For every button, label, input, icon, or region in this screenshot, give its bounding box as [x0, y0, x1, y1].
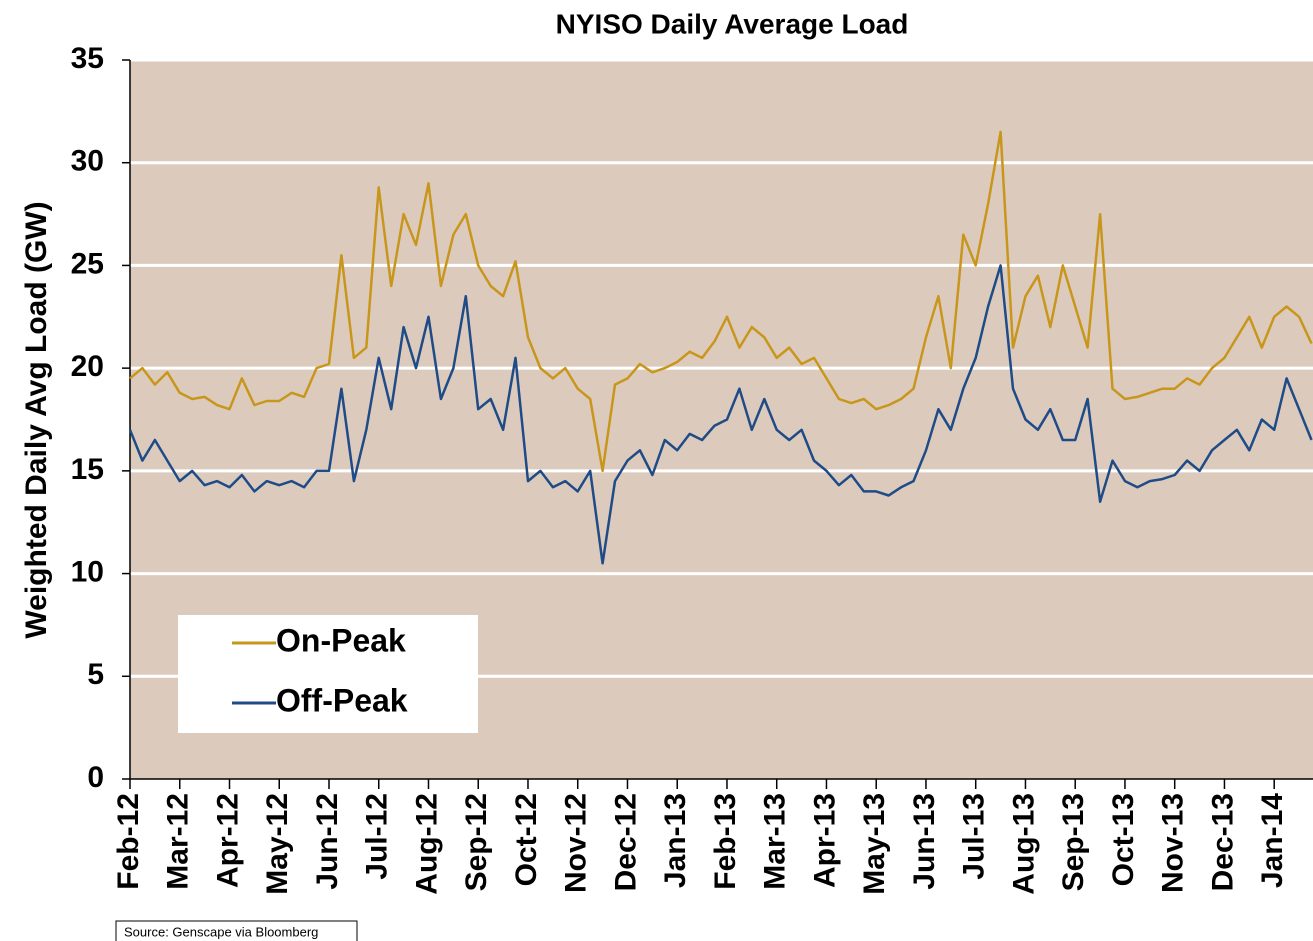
x-tick-label: Jun-13 [908, 793, 941, 890]
y-tick-label: 25 [71, 247, 104, 280]
y-tick-label: 5 [87, 658, 104, 691]
y-tick-label: 35 [71, 42, 104, 75]
data-line [128, 264, 1313, 565]
source-note: Source: Genscape via Bloomberg [124, 924, 318, 939]
y-tick-label: 20 [71, 350, 104, 383]
legend-box [178, 615, 478, 733]
x-tick-label: Nov-12 [560, 793, 593, 893]
legend-label: On-Peak [276, 622, 406, 658]
y-tick-label: 0 [87, 761, 104, 794]
legend-label: Off-Peak [276, 682, 408, 718]
x-tick-label: Aug-13 [1007, 793, 1040, 895]
x-tick-label: Apr-12 [211, 793, 244, 888]
x-tick-label: Dec-12 [609, 793, 642, 891]
x-tick-label: Jul-12 [361, 793, 394, 880]
x-tick-label: Oct-13 [1107, 793, 1140, 886]
x-tick-label: Mar-13 [759, 793, 792, 890]
chart-title: NYISO Daily Average Load [556, 8, 909, 39]
x-tick-label: Dec-13 [1206, 793, 1239, 891]
x-tick-label: Jun-12 [311, 793, 344, 890]
source-box [115, 920, 358, 941]
x-tick-label: Sep-13 [1057, 793, 1090, 891]
y-tick-label: 30 [71, 145, 104, 178]
x-tick-label: May-13 [858, 793, 891, 895]
y-tick-label: 15 [71, 453, 104, 486]
x-tick-label: Jan-14 [1256, 793, 1289, 888]
x-tick-label: Oct-12 [510, 793, 543, 886]
x-tick-label: May-12 [261, 793, 294, 895]
y-axis-label: Weighted Daily Avg Load (GW) [20, 201, 53, 638]
data-line [129, 130, 1313, 473]
x-tick-label: Apr-13 [808, 793, 841, 888]
x-tick-label: Sep-12 [460, 793, 493, 891]
x-tick-label: Feb-12 [112, 793, 145, 890]
y-tick-label: 10 [71, 555, 104, 588]
x-tick-label: Mar-12 [162, 793, 195, 890]
x-tick-label: Jan-13 [659, 793, 692, 888]
x-tick-label: Aug-12 [410, 793, 443, 895]
x-tick-label: Feb-13 [709, 793, 742, 890]
x-tick-label: Jul-13 [958, 793, 991, 880]
x-tick-label: Nov-13 [1157, 793, 1190, 893]
